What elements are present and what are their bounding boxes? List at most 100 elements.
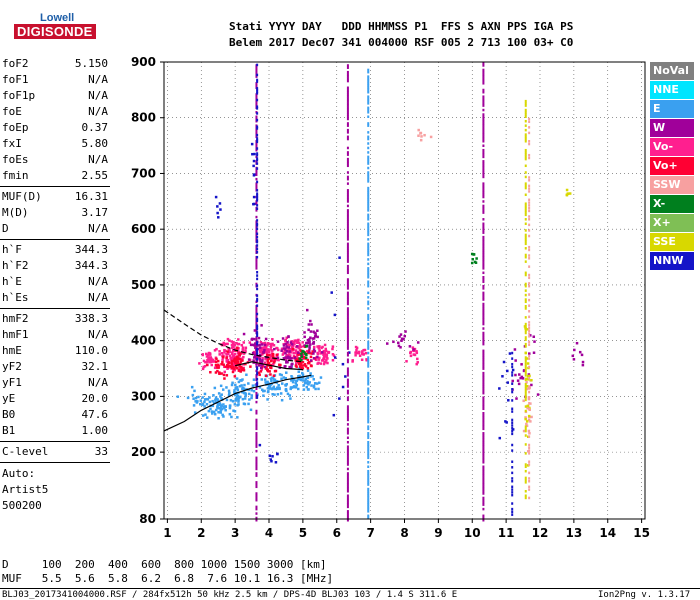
echo-point	[276, 358, 280, 361]
echo-point	[252, 359, 255, 362]
echo-streak	[482, 128, 485, 132]
echo-streak	[256, 247, 259, 251]
echo-streak	[482, 162, 485, 165]
echo-streak	[346, 447, 349, 451]
echo-streak	[367, 247, 370, 250]
echo-streak	[346, 427, 349, 431]
echo-point	[324, 360, 327, 364]
echo-streak	[346, 481, 349, 484]
echo-streak	[482, 313, 485, 317]
echo-point	[228, 339, 231, 342]
x-tick-label: 10	[464, 526, 481, 540]
echo-streak	[346, 93, 349, 96]
echo-streak	[367, 454, 370, 457]
echo-streak	[482, 378, 485, 382]
echo-point	[311, 350, 314, 353]
y-tick-label: 800	[131, 111, 156, 125]
echo-streak	[367, 155, 370, 159]
echo-streak	[482, 496, 485, 500]
echo-point	[297, 345, 301, 348]
echo-point	[304, 365, 308, 368]
echo-streak	[255, 425, 258, 428]
echo-point	[273, 378, 277, 382]
echo-streak	[528, 245, 531, 249]
echo-point	[230, 383, 234, 387]
echo-streak	[346, 416, 349, 419]
echo-streak	[346, 177, 349, 181]
echo-streak	[482, 126, 485, 130]
echo-point	[525, 384, 529, 388]
echo-streak	[524, 111, 527, 114]
echo-streak	[256, 342, 259, 346]
echo-streak	[482, 443, 485, 446]
echo-streak	[346, 128, 349, 132]
echo-streak	[346, 367, 349, 370]
echo-streak	[482, 108, 485, 112]
echo-streak	[256, 384, 259, 388]
echo-streak	[511, 443, 514, 447]
echo-streak	[255, 483, 258, 486]
echo-point	[300, 364, 303, 367]
echo-streak	[256, 332, 259, 336]
echo-point	[236, 347, 240, 351]
echo-streak	[346, 99, 349, 103]
echo-streak	[346, 483, 349, 486]
echo-point	[291, 340, 295, 344]
echo-point	[269, 373, 272, 376]
param-foes: foEs N/A	[2, 152, 108, 168]
echo-streak	[367, 362, 370, 366]
param-fmin: fmin 2.55	[2, 168, 108, 184]
echo-streak	[367, 253, 370, 257]
echo-streak	[256, 147, 259, 150]
legend-x-: X+	[650, 214, 694, 232]
param-foe: foE N/A	[2, 104, 108, 120]
echo-point	[310, 323, 313, 326]
param-name: B1	[2, 424, 16, 437]
echo-streak	[367, 436, 370, 440]
echo-streak	[482, 342, 485, 346]
echo-point	[332, 354, 336, 357]
echo-point	[344, 375, 347, 378]
echo-streak	[524, 496, 527, 500]
echo-point	[208, 396, 211, 399]
echo-point	[244, 362, 247, 366]
echo-point	[263, 389, 266, 393]
echo-streak	[346, 77, 349, 81]
echo-point	[211, 358, 215, 362]
echo-streak	[255, 260, 258, 263]
x-tick-label: 6	[333, 526, 341, 540]
echo-streak	[524, 383, 527, 386]
echo-streak	[482, 249, 485, 252]
echo-streak	[255, 356, 258, 359]
echo-streak	[367, 427, 370, 431]
echo-point	[237, 398, 240, 402]
echo-point	[313, 350, 317, 353]
echo-streak	[482, 244, 485, 248]
echo-streak	[346, 102, 349, 105]
echo-point	[271, 392, 274, 396]
echo-streak	[256, 381, 259, 384]
echo-streak	[482, 115, 485, 119]
echo-streak	[346, 345, 349, 348]
echo-streak	[256, 341, 259, 344]
echo-point	[306, 358, 310, 362]
echo-point	[211, 360, 215, 363]
echo-streak	[482, 258, 485, 261]
echo-streak	[524, 235, 527, 239]
echo-point	[475, 257, 478, 260]
echo-point	[284, 348, 287, 351]
echo-streak	[367, 186, 370, 190]
echo-point	[239, 379, 242, 382]
echo-streak	[256, 199, 259, 202]
echo-streak	[256, 107, 259, 110]
echo-point	[228, 354, 232, 357]
echo-streak	[256, 324, 259, 327]
echo-point	[232, 342, 235, 346]
echo-streak	[367, 276, 370, 279]
echo-streak	[367, 327, 370, 330]
echo-point	[226, 337, 230, 341]
echo-streak	[482, 113, 485, 116]
echo-point	[306, 388, 310, 391]
echo-point	[260, 349, 264, 352]
echo-streak	[482, 309, 485, 312]
